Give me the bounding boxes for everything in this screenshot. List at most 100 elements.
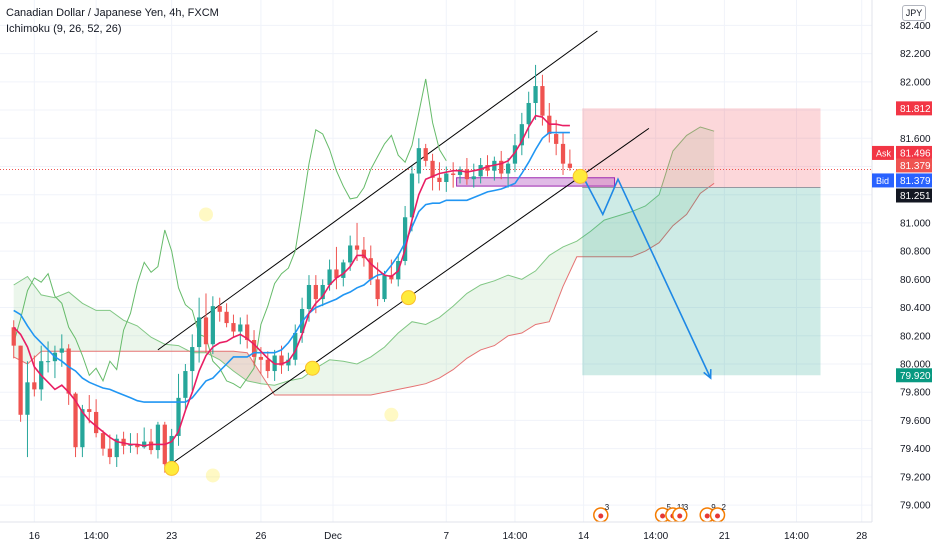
candle-body: [11, 327, 16, 346]
candle-body: [135, 444, 140, 448]
economic-event-dot: [598, 513, 604, 519]
economic-event-count: 3: [684, 503, 689, 512]
candle-body: [93, 411, 99, 434]
y-tick-label: 82.400: [900, 21, 931, 32]
time-axis: 16 14:00 23 26 Dec 7 14:00 14 14:00 21 14:00 28: [0, 521, 932, 550]
price-label[interactable]: 79.920: [896, 368, 932, 383]
candle-body: [540, 86, 545, 116]
economic-event-dot: [715, 513, 721, 519]
time-axis-bg: [0, 522, 932, 550]
position-tool: [582, 108, 821, 376]
candle-body: [87, 409, 92, 412]
y-tick-label: 80.000: [900, 359, 931, 370]
x-tick-label: 14:00: [784, 531, 809, 542]
candle-body: [169, 435, 174, 465]
candle-body: [416, 148, 421, 174]
candle-body: [512, 145, 518, 164]
indicator-legend[interactable]: Ichimoku (9, 26, 52, 26): [6, 23, 122, 35]
candle-body: [533, 86, 538, 103]
candle-body: [176, 397, 181, 436]
candle-body: [265, 359, 270, 372]
highlight-marker: [572, 168, 588, 184]
candles: [11, 64, 573, 473]
economic-event-count: 2: [722, 503, 727, 512]
candle-body: [430, 160, 435, 178]
candle-body: [402, 217, 408, 261]
candle-body: [451, 173, 456, 175]
candle-body: [18, 345, 23, 415]
candle-body: [375, 279, 380, 300]
price-label-value: 81.251: [900, 191, 931, 202]
price-label-value: 81.379: [900, 161, 931, 172]
price-label[interactable]: 81.251: [896, 188, 932, 203]
y-tick-label: 80.600: [900, 275, 931, 286]
candle-body: [361, 249, 367, 259]
economic-event-count: 3: [605, 503, 610, 512]
price-label-bg: [896, 101, 932, 116]
candle-body: [224, 311, 229, 324]
candle-body: [526, 102, 531, 125]
candle-body: [334, 269, 339, 278]
price-label[interactable]: 81.496 Ask: [872, 145, 932, 160]
candle-body: [437, 177, 442, 182]
highlight-marker: [304, 360, 320, 376]
economic-event-dot: [677, 513, 683, 519]
candle-body: [313, 284, 318, 300]
x-tick-label: 28: [856, 531, 868, 542]
candle-body: [190, 347, 195, 372]
y-tick-label: 81.600: [900, 134, 931, 145]
price-label[interactable]: 81.379: [896, 158, 932, 173]
lagging-span: [13, 78, 447, 389]
candle-body: [354, 245, 360, 250]
candle-body: [155, 424, 161, 451]
candle-body: [148, 441, 154, 451]
leading-span-a: [13, 126, 715, 386]
grid: [0, 0, 872, 522]
event-icons: 3511392: [593, 503, 727, 523]
candle-body: [238, 324, 243, 332]
x-tick-label: 23: [166, 531, 178, 542]
candle-body: [554, 134, 559, 144]
y-tick-label: 79.200: [900, 472, 931, 483]
currency-badge[interactable]: JPY: [902, 5, 926, 21]
price-label-value: 81.496: [900, 148, 931, 159]
economic-event-dot: [660, 513, 666, 519]
conversion-line: [13, 114, 570, 447]
candle-body: [560, 143, 566, 164]
price-label-value: 81.812: [900, 104, 931, 115]
y-tick-label: 80.800: [900, 247, 931, 258]
y-tick-label: 79.000: [900, 501, 931, 512]
candle-body: [258, 356, 264, 360]
candle-body: [505, 163, 511, 174]
price-label[interactable]: 81.379 Bid: [872, 173, 932, 188]
price-label-tag: Ask: [876, 148, 892, 158]
candle-body: [286, 359, 291, 366]
candle-body: [293, 332, 298, 360]
price-label-tag-bg: [872, 173, 894, 188]
candle-body: [196, 317, 202, 348]
y-tick-label: 79.400: [900, 444, 931, 455]
candle-body: [45, 361, 51, 363]
symbol-title[interactable]: Canadian Dollar / Japanese Yen, 4h, FXCM: [6, 7, 219, 19]
price-label-bg: [896, 173, 932, 188]
candle-body: [32, 382, 37, 390]
candle-body: [519, 124, 524, 146]
candle-body: [245, 324, 250, 341]
candle-body: [327, 269, 332, 285]
price-label-tag: Bid: [876, 176, 889, 186]
candle-body: [457, 169, 463, 175]
candle-body: [59, 348, 64, 353]
y-tick-label: 82.200: [900, 49, 931, 60]
highlight-faint-marker: [384, 407, 399, 422]
x-tick-label: 14:00: [502, 531, 527, 542]
price-label[interactable]: 81.812: [896, 101, 932, 116]
stop-loss-zone: [582, 108, 821, 188]
x-tick-label: 21: [719, 531, 731, 542]
x-tick-label: Dec: [324, 531, 342, 542]
y-tick-label: 80.200: [900, 331, 931, 342]
candle-body: [66, 348, 71, 394]
projection-path: [582, 177, 712, 379]
candle-body: [567, 163, 573, 168]
